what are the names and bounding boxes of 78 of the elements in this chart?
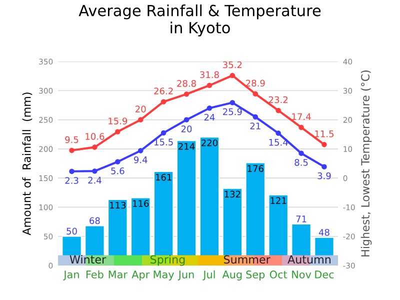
point bbox=[138, 148, 144, 154]
chart-title: Average Rainfall & Temperature in Kyoto bbox=[78, 4, 321, 36]
point bbox=[252, 91, 258, 96]
data-label: 48 bbox=[318, 228, 330, 236]
point bbox=[252, 114, 258, 120]
point bbox=[322, 142, 327, 148]
data-label: 20 bbox=[181, 126, 192, 132]
point bbox=[160, 99, 166, 104]
data-label: 9.5 bbox=[65, 136, 78, 144]
x-tick-label: Jan bbox=[63, 270, 79, 280]
x-tick-label: Oct bbox=[270, 270, 288, 278]
x-tick-label: Jul bbox=[202, 270, 215, 280]
x-tick-label: Dec bbox=[315, 270, 334, 278]
data-label: 161 bbox=[156, 174, 172, 181]
annotation: Summer bbox=[224, 255, 270, 264]
point bbox=[115, 159, 120, 164]
data-label: 214 bbox=[178, 142, 195, 150]
y2-axis-title: Highest, Lowest Temperature (°C) bbox=[360, 70, 372, 256]
annotation: Spring bbox=[150, 255, 185, 266]
annotation: Winter bbox=[70, 255, 106, 264]
x-tick-label: Jun bbox=[178, 270, 194, 280]
data-label: 26.2 bbox=[154, 88, 173, 94]
point bbox=[276, 130, 281, 136]
data-label: 71 bbox=[296, 216, 306, 222]
point bbox=[92, 168, 98, 174]
annotation: Autumn bbox=[288, 255, 330, 264]
point bbox=[276, 108, 281, 114]
data-label: 68 bbox=[90, 217, 100, 224]
point bbox=[184, 117, 190, 122]
point bbox=[206, 82, 212, 88]
point bbox=[230, 72, 236, 78]
x-tick-label: May bbox=[154, 270, 174, 280]
x-tick-label: Feb bbox=[86, 270, 104, 278]
data-label: 25.9 bbox=[223, 108, 242, 116]
point bbox=[230, 100, 236, 106]
data-label: 220 bbox=[202, 139, 218, 146]
point bbox=[138, 117, 144, 122]
point bbox=[184, 92, 190, 97]
data-label: 5.6 bbox=[111, 167, 124, 174]
point bbox=[322, 164, 327, 170]
data-label: 132 bbox=[224, 190, 240, 198]
x-tick-label: Aug bbox=[222, 270, 242, 280]
data-label: 21 bbox=[250, 122, 260, 130]
data-label: 20 bbox=[136, 106, 146, 112]
x-tick-label: Sep bbox=[246, 270, 265, 280]
data-label: 116 bbox=[133, 200, 149, 207]
point bbox=[69, 168, 74, 174]
y-axis-title: Amount of Rainfall (mm) bbox=[22, 92, 32, 236]
point bbox=[69, 148, 74, 154]
data-label: 113 bbox=[110, 202, 126, 209]
data-label: 31.8 bbox=[200, 71, 219, 78]
point bbox=[92, 144, 98, 150]
x-tick-label: Nov bbox=[292, 270, 312, 278]
data-label: 17.4 bbox=[292, 113, 311, 120]
data-label: 24 bbox=[204, 114, 215, 121]
point bbox=[298, 124, 304, 130]
x-tick-label: Apr bbox=[132, 270, 150, 280]
data-label: 15.9 bbox=[108, 118, 128, 124]
data-label: 23.2 bbox=[268, 96, 288, 104]
data-label: 50 bbox=[66, 228, 77, 235]
point bbox=[160, 130, 166, 136]
data-label: 2.4 bbox=[88, 176, 102, 184]
data-label: 121 bbox=[270, 197, 286, 204]
x-tick-label: Mar bbox=[108, 270, 128, 278]
point bbox=[115, 129, 120, 134]
data-label: 28.9 bbox=[246, 80, 265, 87]
data-label: 10.6 bbox=[86, 133, 104, 140]
data-label: 9.4 bbox=[134, 156, 148, 164]
data-label: 28.8 bbox=[177, 80, 196, 87]
data-label: 176 bbox=[248, 165, 264, 172]
point bbox=[206, 105, 212, 111]
data-label: 2.3 bbox=[65, 177, 78, 184]
data-label: 3.9 bbox=[318, 172, 331, 180]
point bbox=[298, 150, 304, 156]
data-label: 35.2 bbox=[223, 61, 242, 68]
data-label: 8.5 bbox=[294, 159, 308, 166]
data-label: 11.5 bbox=[315, 130, 334, 138]
data-label: 15.5 bbox=[154, 138, 173, 146]
